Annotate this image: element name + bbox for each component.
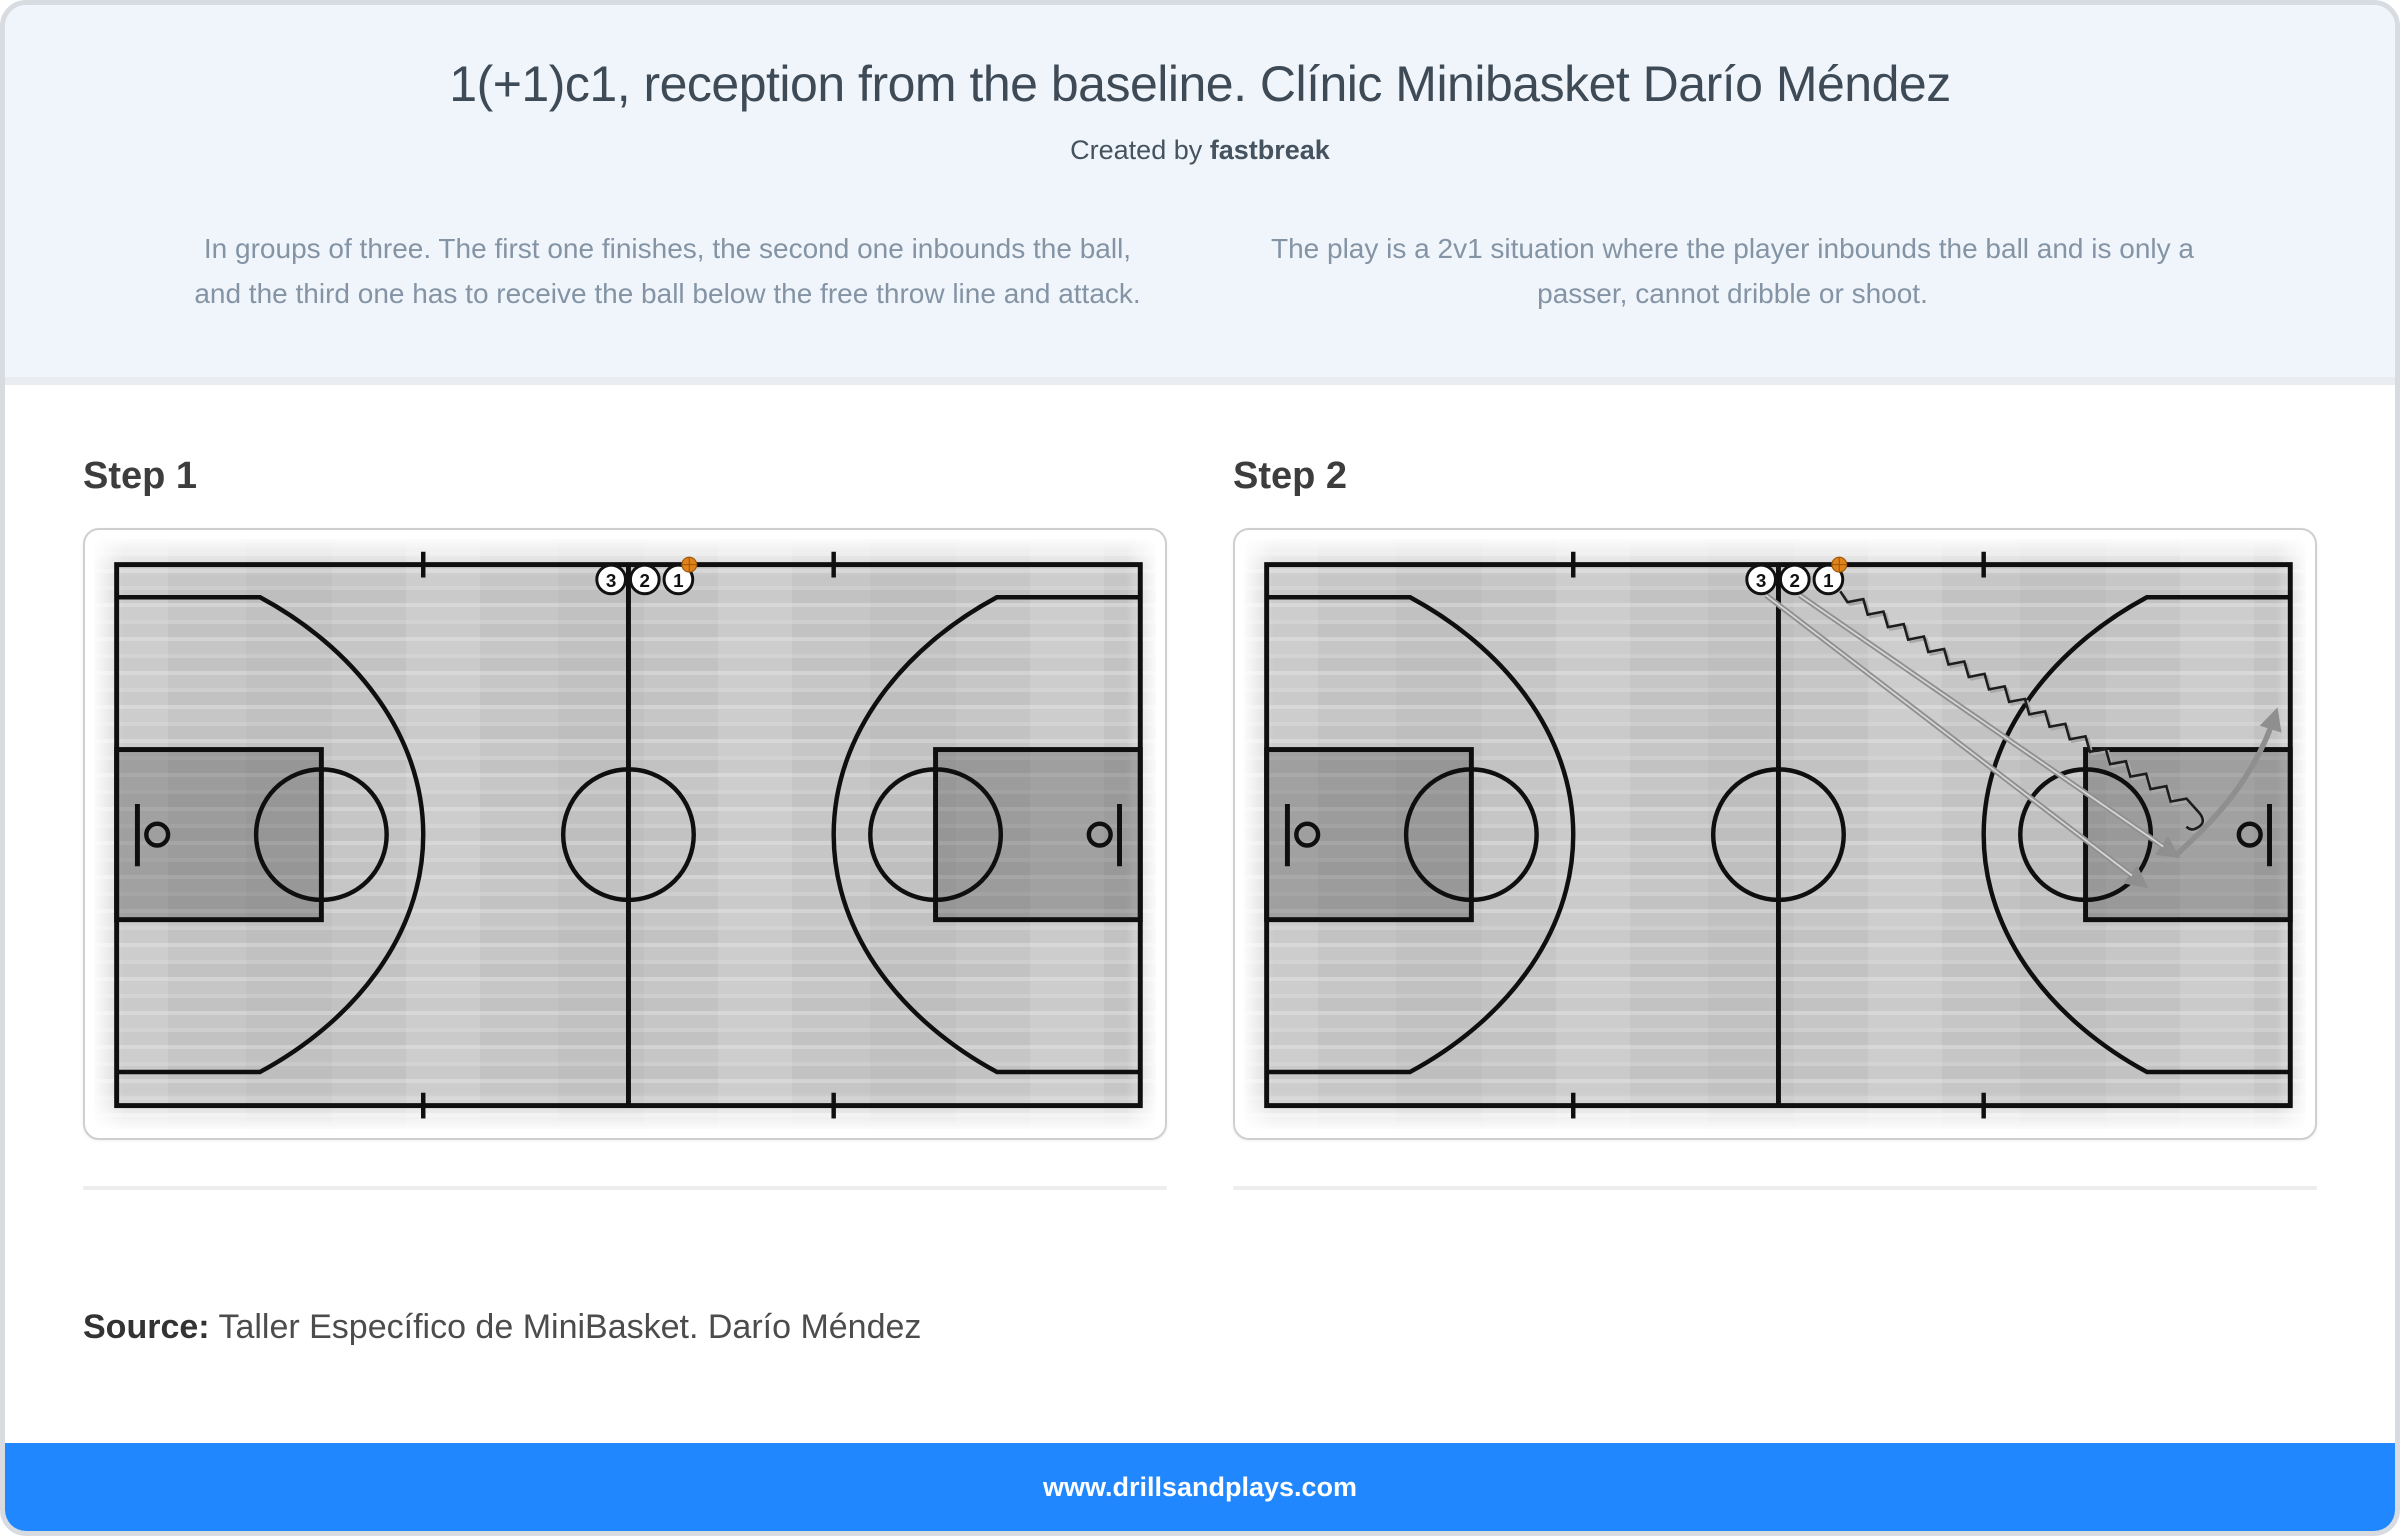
svg-text:3: 3 [1756,570,1766,591]
svg-text:1: 1 [673,570,683,591]
source-text: Taller Específico de MiniBasket. Darío M… [218,1307,922,1346]
site-footer: www.drillsandplays.com [5,1443,2395,1531]
step-2-title: Step 2 [1233,454,1348,497]
center-circle [1710,766,1846,902]
three-point-line [831,594,1141,1074]
author-name: fastbreak [1209,135,1330,165]
three-point-line [1266,594,1576,1074]
free-throw-circle [868,766,1004,902]
step-2-divider [1233,1185,2317,1190]
created-by-prefix: Created by [1070,135,1203,165]
right-half-court [1981,551,2293,1119]
rim [144,821,171,848]
left-half-court [1264,551,1576,1119]
court-svg: 3 2 1 [1264,551,2293,1119]
right-half-court [831,551,1143,1119]
player-marker: 2 [628,563,661,595]
player-marker: 1 [1812,563,1845,595]
description-right: The play is a 2v1 situation where the pl… [1270,233,2194,310]
page-title: 1(+1)c1, reception from the baseline. Cl… [449,56,1951,112]
free-throw-circle [1403,766,1539,902]
steps-row: Step 1 [83,443,2317,1190]
description-left: In groups of three. The first one finish… [194,233,1141,310]
step-1-divider [83,1185,1167,1190]
rim [1294,821,1321,848]
rim [2236,821,2263,848]
left-half-court [114,551,426,1119]
footer-site-link[interactable]: www.drillsandplays.com [1042,1471,1358,1502]
player-marker: 3 [595,563,627,595]
drill-content: Step 1 [5,384,2395,1443]
drill-header: 1(+1)c1, reception from the baseline. Cl… [5,5,2395,385]
description-row: In groups of three. The first one finish… [65,226,2335,317]
source-line: Source: Taller Específico de MiniBasket.… [83,1308,2317,1347]
rim [1086,821,1113,848]
step-1-title: Step 1 [83,454,198,497]
player-marker: 3 [1745,563,1777,595]
court-diagram-step-1: 3 2 1 [83,527,1167,1140]
svg-text:2: 2 [640,570,650,591]
court-floor [1244,538,2306,1129]
created-by-line: Created by fastbreak [65,135,2335,166]
svg-text:2: 2 [1790,570,1800,591]
cut-arrow [1764,592,2149,888]
three-point-line [1981,594,2291,1074]
court-svg: 3 2 1 [114,551,1143,1119]
free-throw-circle [253,766,389,902]
step-1-section: Step 1 [83,443,1167,1190]
player-marker: 1 [662,563,695,595]
center-circle [560,766,696,902]
step-2-section: Step 2 [1233,443,2317,1190]
basketball-icon [681,556,698,573]
source-label: Source: [83,1307,210,1346]
court-floor [94,538,1156,1129]
three-point-line [116,594,426,1074]
key-area [933,746,1143,922]
player-marker: 2 [1778,563,1811,595]
finish-curve-arrow [2172,707,2282,859]
svg-text:3: 3 [606,570,616,591]
svg-text:1: 1 [1823,570,1833,591]
court-diagram-step-2: 3 2 1 [1233,527,2317,1140]
free-throw-circle [2018,766,2154,902]
cut-arrow [1798,592,2181,859]
basketball-icon [1831,556,1848,573]
